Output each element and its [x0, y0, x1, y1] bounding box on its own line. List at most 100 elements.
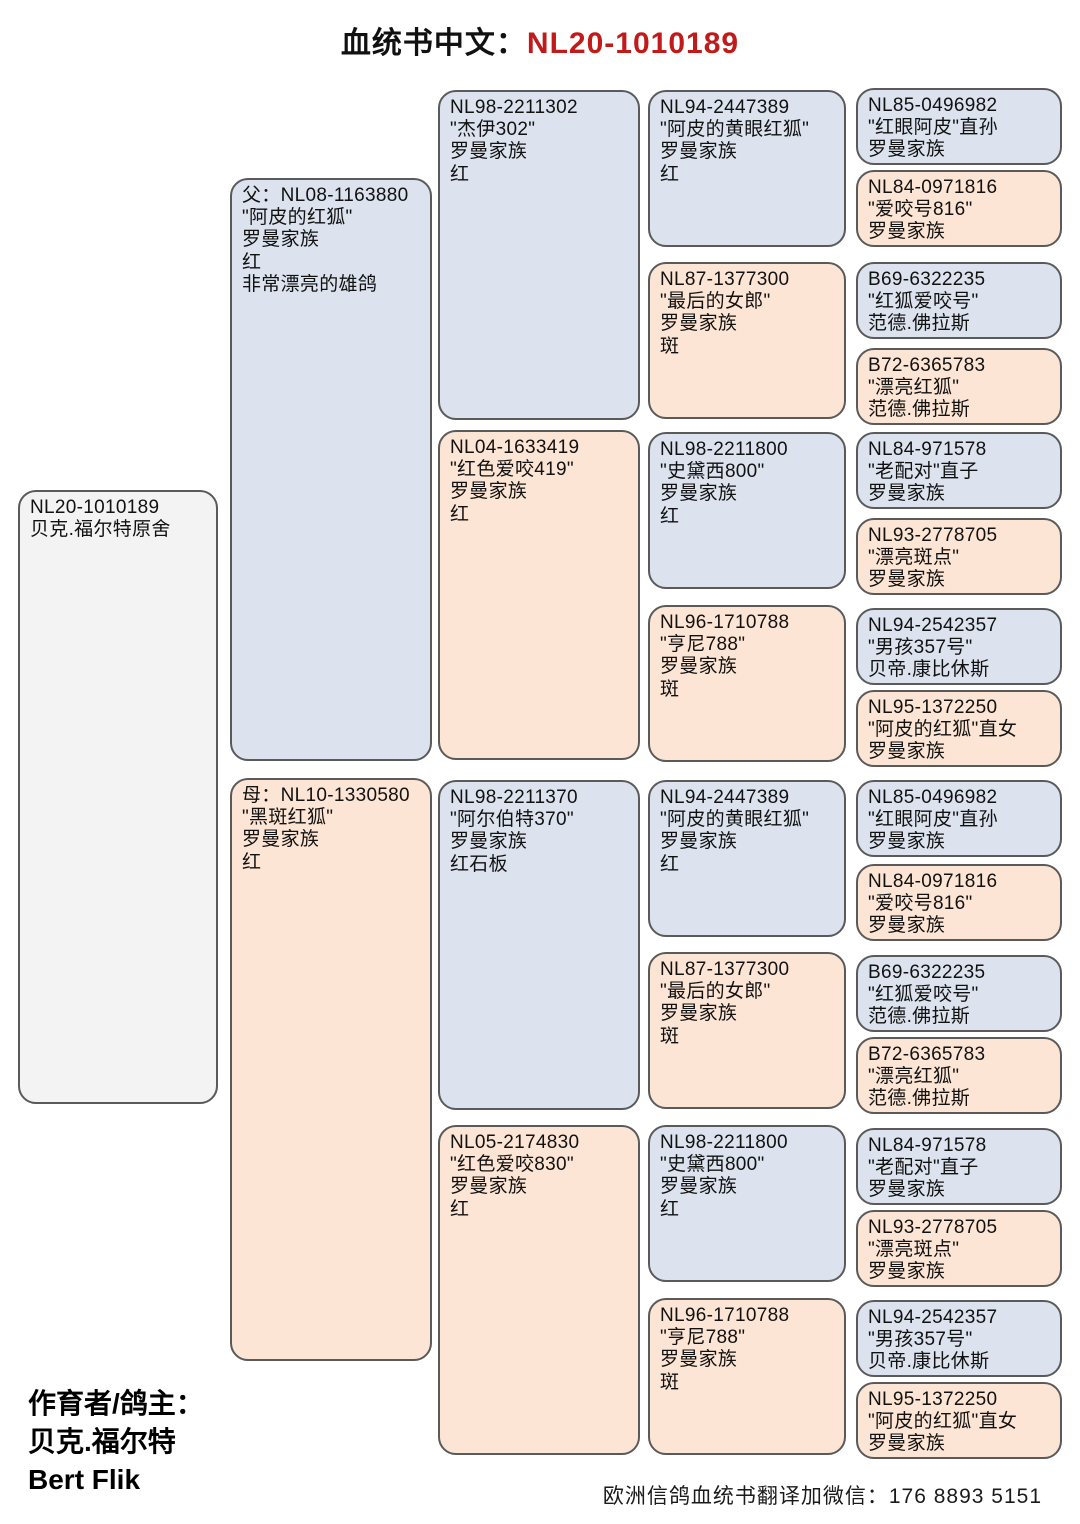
pedigree-box-line: "红眼阿皮"直孙: [868, 117, 998, 139]
pedigree-box-line: 红: [450, 163, 470, 185]
pedigree-box-gen2-2: 母：NL10-1330580 "黑斑红狐" 罗曼家族红: [230, 778, 432, 1361]
pedigree-box-line: "阿皮的红狐"直女: [868, 719, 1018, 741]
pedigree-box-line: 罗曼家族: [660, 313, 738, 335]
pedigree-box-line: 罗曼家族: [450, 1176, 528, 1198]
pedigree-box-line: 范德.佛拉斯: [868, 399, 971, 421]
pedigree-box-line: 罗曼家族: [450, 141, 528, 163]
pedigree-box-gen4-3: NL98-2211800 "史黛西800" 罗曼家族红: [648, 432, 846, 589]
pedigree-box-line: 罗曼家族: [868, 483, 946, 505]
pedigree-box-line: NL93-2778705: [868, 525, 998, 546]
pedigree-box-line: NL98-2211800: [660, 1132, 788, 1153]
pedigree-box-line: 非常漂亮的雄鸽: [242, 273, 378, 295]
pedigree-box-line: 红: [660, 1198, 680, 1220]
pedigree-box-line: 范德.佛拉斯: [868, 1006, 971, 1028]
pedigree-box-line: 红: [242, 851, 262, 873]
pedigree-box-line: "阿皮的红狐"直女: [868, 1411, 1018, 1433]
pedigree-box-line: 罗曼家族: [450, 831, 528, 853]
pedigree-box-line: "亨尼788": [660, 634, 746, 656]
pedigree-box-line: NL84-971578: [868, 439, 987, 460]
pedigree-box-line: "红眼阿皮"直孙: [868, 809, 998, 831]
pedigree-box-line: "红狐爱咬号": [868, 291, 979, 313]
pedigree-box-line: 父：NL08-1163880: [242, 185, 409, 206]
pedigree-box-line: NL84-971578: [868, 1135, 987, 1156]
pedigree-box-line: 罗曼家族: [868, 915, 946, 937]
pedigree-box-line: "最后的女郎": [660, 981, 771, 1003]
breeder-name-en: Bert Flik: [28, 1463, 141, 1495]
breeder-info: 作育者/鸽主： 贝克.福尔特 Bert Flik: [28, 1385, 204, 1498]
pedigree-box-line: 罗曼家族: [868, 831, 946, 853]
pedigree-box-line: 范德.佛拉斯: [868, 313, 971, 335]
pedigree-box-line: "漂亮红狐": [868, 1066, 960, 1088]
pedigree-box-line: 范德.佛拉斯: [868, 1088, 971, 1110]
pedigree-box-gen5-16: NL95-1372250 "阿皮的红狐"直女 罗曼家族: [856, 1382, 1062, 1459]
pedigree-box-line: "史黛西800": [660, 1154, 765, 1176]
pedigree-box-gen5-4: B72-6365783 "漂亮红狐" 范德.佛拉斯: [856, 348, 1062, 425]
pedigree-box-line: B72-6365783: [868, 355, 986, 376]
pedigree-box-line: NL98-2211302: [450, 97, 578, 118]
pedigree-box-line: 红: [660, 505, 680, 527]
page-title-ring-number: NL20-1010189: [526, 27, 740, 60]
pedigree-box-line: 红石板: [450, 853, 508, 875]
pedigree-box-gen5-1: NL85-0496982 "红眼阿皮"直孙 罗曼家族: [856, 88, 1062, 165]
pedigree-box-gen4-1: NL94-2447389 "阿皮的黄眼红狐" 罗曼家族红: [648, 90, 846, 247]
pedigree-box-line: 贝克.福尔特原舍: [30, 519, 171, 541]
pedigree-box-line: NL87-1377300: [660, 269, 790, 290]
pedigree-box-line: NL98-2211800: [660, 439, 788, 460]
pedigree-box-line: "阿皮的黄眼红狐": [660, 119, 810, 141]
pedigree-box-line: "红狐爱咬号": [868, 984, 979, 1006]
pedigree-box-gen5-7: NL94-2542357 "男孩357号" 贝帝.康比休斯: [856, 608, 1062, 685]
pedigree-box-line: "最后的女郎": [660, 291, 771, 313]
pedigree-box-gen5-2: NL84-0971816 "爱咬号816" 罗曼家族: [856, 170, 1062, 247]
pedigree-box-line: 贝帝.康比休斯: [868, 1351, 990, 1373]
pedigree-box-line: "阿皮的红狐": [242, 207, 353, 229]
pedigree-box-line: 罗曼家族: [660, 483, 738, 505]
pedigree-box-line: "杰伊302": [450, 119, 536, 141]
pedigree-box-gen5-6: NL93-2778705 "漂亮斑点" 罗曼家族: [856, 518, 1062, 595]
pedigree-box-line: NL05-2174830: [450, 1132, 580, 1153]
pedigree-box-gen4-8: NL96-1710788 "亨尼788" 罗曼家族斑: [648, 1298, 846, 1455]
pedigree-box-line: "爱咬号816": [868, 893, 973, 915]
pedigree-box-gen5-9: NL85-0496982 "红眼阿皮"直孙 罗曼家族: [856, 780, 1062, 857]
pedigree-box-line: "漂亮红狐": [868, 377, 960, 399]
pedigree-box-line: 红: [450, 503, 470, 525]
contact-info: 欧洲信鸽血统书翻译加微信：176 8893 5151: [602, 1485, 1042, 1508]
pedigree-box-line: "男孩357号": [868, 1329, 973, 1351]
page-title: 血统书中文：NL20-1010189: [0, 18, 1080, 62]
pedigree-box-gen3-1: NL98-2211302 "杰伊302" 罗曼家族红: [438, 90, 640, 420]
pedigree-box-gen5-10: NL84-0971816 "爱咬号816" 罗曼家族: [856, 864, 1062, 941]
pedigree-box-gen1-1: NL20-1010189 贝克.福尔特原舍: [18, 490, 218, 1104]
pedigree-box-line: NL84-0971816: [868, 177, 998, 198]
pedigree-box-line: 罗曼家族: [868, 741, 946, 763]
pedigree-box-line: 斑: [660, 678, 680, 700]
pedigree-box-line: "阿皮的黄眼红狐": [660, 809, 810, 831]
pedigree-box-line: 罗曼家族: [868, 1433, 946, 1455]
pedigree-box-line: 罗曼家族: [868, 569, 946, 591]
pedigree-box-line: 罗曼家族: [660, 656, 738, 678]
pedigree-box-line: NL95-1372250: [868, 697, 998, 718]
pedigree-box-line: 罗曼家族: [660, 1176, 738, 1198]
pedigree-box-line: 贝帝.康比休斯: [868, 659, 990, 681]
pedigree-box-line: 红: [242, 251, 262, 273]
page-title-prefix: 血统书中文：: [340, 27, 527, 60]
pedigree-box-gen4-4: NL96-1710788 "亨尼788" 罗曼家族斑: [648, 605, 846, 762]
pedigree-box-gen2-1: 父：NL08-1163880 "阿皮的红狐" 罗曼家族红非常漂亮的雄鸽: [230, 178, 432, 761]
pedigree-box-gen5-14: NL93-2778705 "漂亮斑点" 罗曼家族: [856, 1210, 1062, 1287]
pedigree-box-line: NL87-1377300: [660, 959, 790, 980]
pedigree-box-line: B72-6365783: [868, 1044, 986, 1065]
pedigree-box-gen5-12: B72-6365783 "漂亮红狐" 范德.佛拉斯: [856, 1037, 1062, 1114]
pedigree-box-line: NL20-1010189: [30, 497, 160, 518]
pedigree-box-line: NL94-2447389: [660, 97, 790, 118]
pedigree-box-gen5-3: B69-6322235 "红狐爱咬号" 范德.佛拉斯: [856, 262, 1062, 339]
pedigree-box-line: NL94-2542357: [868, 615, 998, 636]
pedigree-box-line: 斑: [660, 1371, 680, 1393]
pedigree-box-line: 罗曼家族: [242, 829, 320, 851]
pedigree-box-line: "红色爱咬830": [450, 1154, 574, 1176]
pedigree-box-line: 罗曼家族: [660, 1003, 738, 1025]
breeder-label: 作育者/鸽主：: [28, 1388, 204, 1419]
pedigree-box-line: 罗曼家族: [868, 139, 946, 161]
pedigree-box-gen4-7: NL98-2211800 "史黛西800" 罗曼家族红: [648, 1125, 846, 1282]
pedigree-box-gen5-13: NL84-971578 "老配对"直子 罗曼家族: [856, 1128, 1062, 1205]
pedigree-box-line: 红: [450, 1198, 470, 1220]
pedigree-box-gen4-6: NL87-1377300 "最后的女郎" 罗曼家族斑: [648, 952, 846, 1109]
pedigree-box-line: NL94-2447389: [660, 787, 790, 808]
